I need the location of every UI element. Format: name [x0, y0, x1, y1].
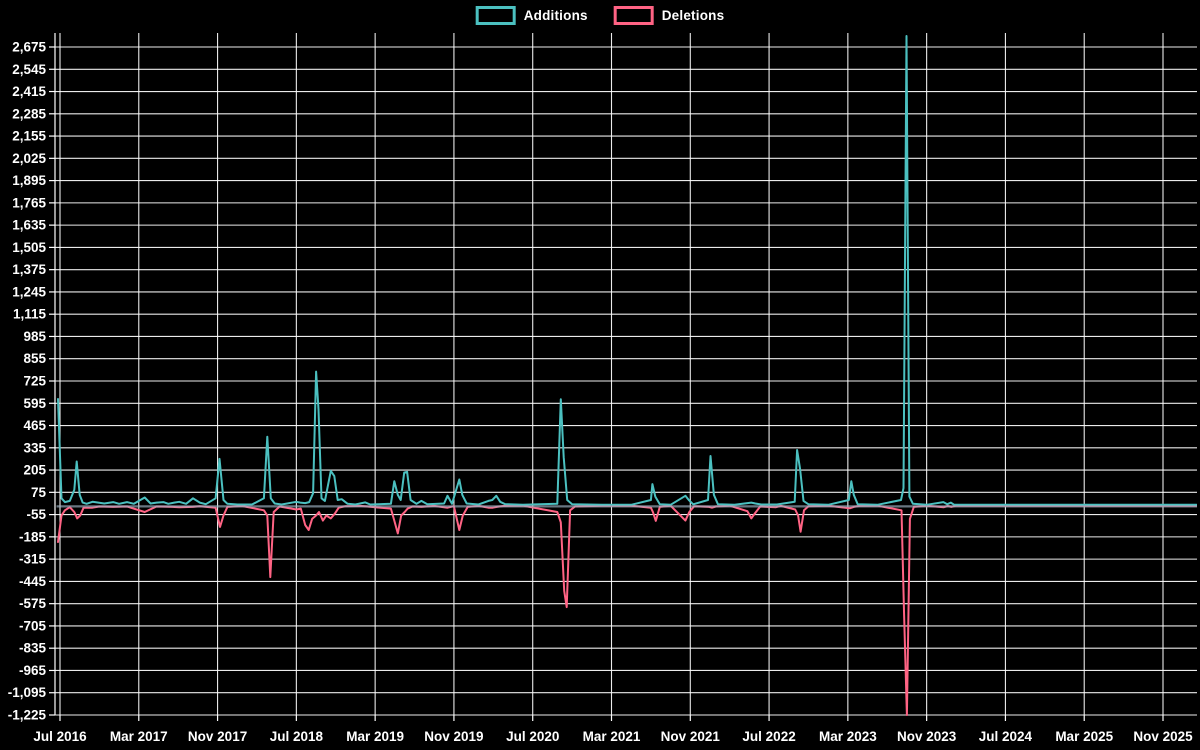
y-tick-label: 1,375: [12, 262, 46, 277]
y-tick-label: 75: [31, 485, 47, 500]
x-tick-label: Jul 2020: [506, 729, 559, 744]
additions-legend-swatch: [475, 6, 516, 25]
y-tick-label: -1,225: [8, 708, 47, 723]
y-tick-label: 2,155: [12, 129, 46, 144]
x-tick-label: Nov 2017: [188, 729, 247, 744]
y-tick-label: -55: [26, 507, 46, 522]
y-tick-label: 465: [23, 418, 46, 433]
y-tick-label: 2,025: [12, 151, 46, 166]
y-tick-label: -185: [19, 529, 47, 544]
y-tick-label: 1,505: [12, 240, 46, 255]
y-tick-label: -315: [19, 552, 47, 567]
y-tick-label: -575: [19, 596, 47, 611]
y-tick-label: 1,895: [12, 173, 46, 188]
y-tick-label: -965: [19, 663, 47, 678]
x-tick-label: Jul 2018: [270, 729, 324, 744]
x-tick-label: Mar 2025: [1055, 729, 1113, 744]
x-tick-label: Jul 2024: [979, 729, 1033, 744]
legend-item-additions[interactable]: Additions: [475, 6, 588, 25]
y-tick-label: 595: [23, 396, 46, 411]
y-tick-label: 2,285: [12, 106, 46, 121]
y-tick-label: 1,765: [12, 195, 46, 210]
x-tick-label: Jul 2022: [742, 729, 795, 744]
additions-line: [57, 35, 1197, 506]
y-tick-label: 725: [23, 374, 46, 389]
x-tick-label: Jul 2016: [33, 729, 87, 744]
y-tick-label: 1,245: [12, 284, 46, 299]
chart-legend: Additions Deletions: [475, 6, 725, 25]
y-tick-label: 985: [23, 329, 46, 344]
x-tick-label: Mar 2021: [583, 729, 641, 744]
x-tick-label: Nov 2019: [424, 729, 483, 744]
deletions-legend-swatch: [613, 6, 654, 25]
x-tick-label: Mar 2023: [819, 729, 877, 744]
grid-lines: [49, 33, 1197, 721]
x-tick-label: Nov 2025: [1133, 729, 1193, 744]
y-tick-label: -445: [19, 574, 47, 589]
y-tick-label: 2,545: [12, 62, 46, 77]
deletions-legend-label: Deletions: [661, 8, 725, 23]
y-tick-label: 205: [23, 463, 46, 478]
x-tick-label: Mar 2017: [110, 729, 168, 744]
x-tick-label: Nov 2021: [661, 729, 721, 744]
y-tick-label: 855: [23, 351, 46, 366]
y-tick-label: -705: [19, 618, 47, 633]
y-tick-label: -1,095: [8, 685, 47, 700]
y-tick-label: 1,115: [13, 307, 47, 322]
additions-legend-label: Additions: [523, 8, 588, 23]
y-tick-label: -835: [19, 641, 47, 656]
x-tick-label: Nov 2023: [897, 729, 957, 744]
series-lines: [56, 35, 1197, 716]
y-tick-label: 335: [23, 440, 46, 455]
y-tick-label: 2,675: [12, 40, 46, 55]
y-tick-label: 1,635: [12, 218, 46, 233]
legend-item-deletions[interactable]: Deletions: [613, 6, 725, 25]
x-tick-label: Mar 2019: [346, 729, 404, 744]
y-tick-label: 2,415: [12, 84, 46, 99]
